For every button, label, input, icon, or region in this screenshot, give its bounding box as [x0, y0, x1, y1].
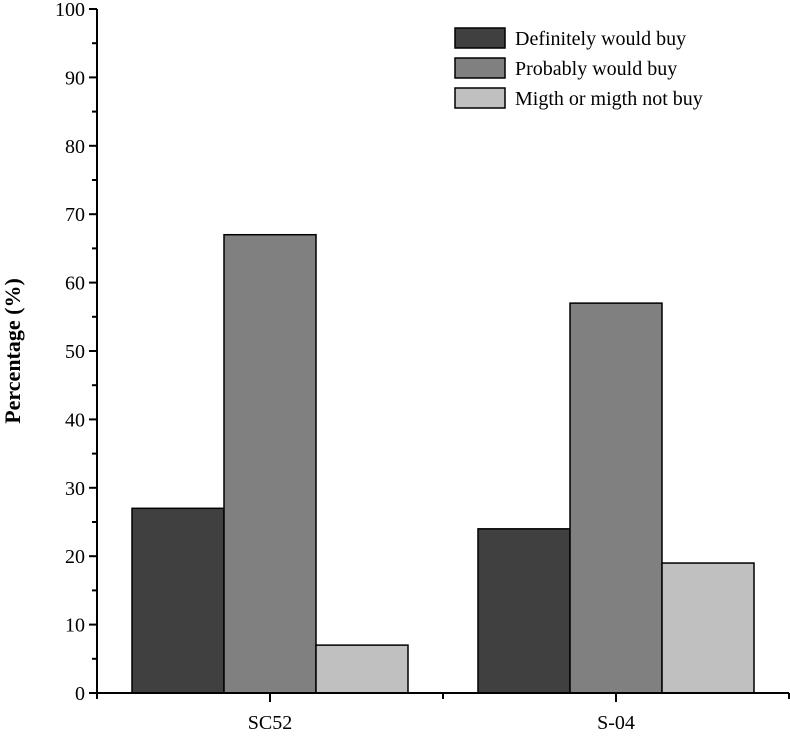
y-tick-label: 50 [65, 341, 85, 363]
bar [131, 507, 225, 694]
x-ticks: SC52 S-04 [96, 693, 790, 734]
bar [569, 302, 663, 694]
legend-swatch [454, 57, 506, 79]
bar [477, 528, 571, 694]
y-tick-label: 100 [55, 0, 85, 21]
y-tick-label: 10 [65, 615, 85, 637]
legend-label: Definitely would buy [515, 28, 686, 50]
legend-swatch [454, 87, 506, 109]
bar [661, 562, 755, 694]
bars-layer [131, 233, 755, 694]
y-tick-label: 80 [65, 136, 85, 158]
y-tick-label: 90 [65, 67, 85, 89]
x-tick-label: S-04 [597, 712, 635, 734]
x-tick-label: SC52 [248, 712, 292, 734]
legend-swatch [454, 27, 506, 49]
legend: Definitely would buy Probably would buy Mi… [454, 27, 703, 110]
y-tick-label: 20 [65, 546, 85, 568]
bar [315, 644, 409, 694]
y-tick-label: 0 [75, 683, 85, 705]
y-tick-label: 30 [65, 478, 85, 500]
bar [223, 233, 317, 694]
legend-label: Probably would buy [515, 58, 677, 80]
y-ticks: 0 10 20 30 40 50 60 70 80 90 100 [55, 0, 97, 705]
y-tick-label: 70 [65, 204, 85, 226]
y-axis-title: Percentage (%) [0, 278, 25, 424]
y-tick-label: 60 [65, 273, 85, 295]
y-tick-label: 40 [65, 409, 85, 431]
legend-label: Migth or migth not buy [515, 88, 703, 110]
